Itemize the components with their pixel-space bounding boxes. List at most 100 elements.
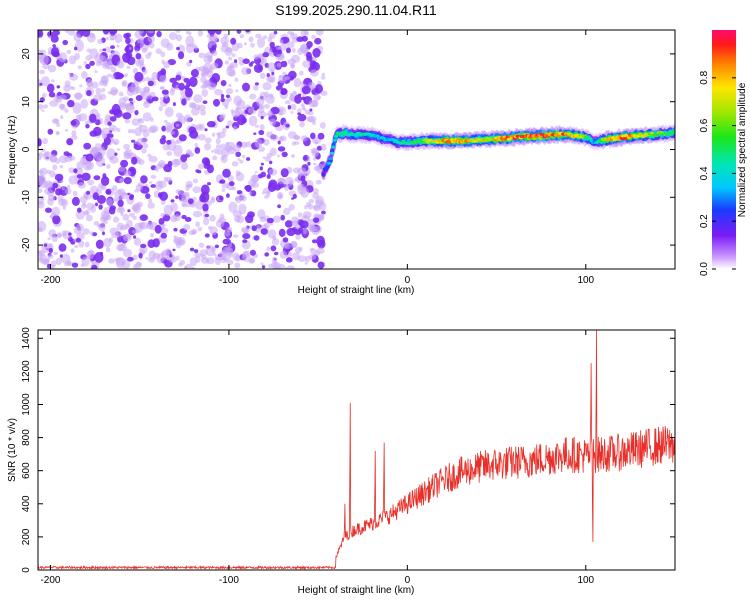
noise-blob [249,190,257,197]
noise-blob [67,99,75,108]
noise-blob [242,82,250,92]
noise-blob [202,100,208,104]
noise-blob [257,53,264,59]
noise-blob [239,159,244,164]
noise-blob [108,237,114,243]
noise-blob [266,174,271,179]
noise-blob [178,262,184,267]
noise-blob [51,206,61,217]
noise-blob [101,134,107,139]
y-tick-label: 400 [21,495,32,512]
noise-blob [225,94,231,99]
noise-blob [175,195,179,199]
noise-blob [172,102,176,107]
noise-blob [241,67,251,75]
noise-blob [245,30,251,33]
noise-blob [259,166,263,171]
noise-blob [262,52,270,58]
noise-blob [290,103,297,111]
noise-blob [236,114,246,126]
noise-blob [319,122,326,129]
noise-blob [277,146,286,152]
noise-blob [163,119,168,124]
noise-blob [123,96,129,102]
noise-blob [271,256,278,264]
noise-blob [68,55,77,65]
noise-blob [182,203,187,208]
noise-blob [55,130,60,136]
noise-blob [234,197,239,201]
noise-blob [138,252,143,259]
noise-blob [186,149,192,156]
noise-blob [227,120,233,127]
noise-blob [161,125,167,132]
noise-blob [139,221,149,230]
noise-blob [185,30,190,35]
noise-blob [55,96,63,103]
noise-blob [207,55,213,63]
noise-blob [231,110,241,118]
noise-blob [283,207,291,215]
noise-blob [269,147,277,156]
noise-blob [209,214,216,222]
noise-blob [43,151,50,158]
noise-blob [194,147,201,154]
noise-blob [317,96,321,99]
noise-blob [224,60,229,65]
noise-blob [241,141,247,149]
noise-blob [254,124,259,128]
noise-blob [97,195,106,204]
noise-blob [41,76,50,87]
noise-blob [122,213,130,221]
noise-blob [251,225,257,232]
noise-blob [158,106,163,112]
noise-blob [149,125,159,133]
noise-blob [66,184,71,189]
noise-blob [290,63,296,69]
noise-blob [139,214,148,222]
noise-blob [109,116,117,122]
noise-blob [304,261,308,265]
noise-blob [304,205,308,210]
noise-blob [292,47,296,53]
noise-blob [250,174,259,183]
noise-blob [285,123,290,128]
noise-blob [181,214,187,220]
noise-blob [225,141,230,146]
noise-blob [304,156,308,161]
noise-blob [221,147,230,158]
noise-blob [59,165,64,169]
noise-blob [110,66,117,73]
noise-blob [141,148,147,154]
noise-blob [302,60,311,68]
noise-blob [260,228,268,235]
noise-blob [306,41,313,48]
noise-blob [281,151,288,158]
noise-blob [166,42,174,51]
noise-blob [286,265,296,269]
noise-blob [77,207,82,213]
noise-blob [145,76,150,82]
noise-blob [89,60,95,66]
noise-blob [220,97,225,103]
noise-blob [175,30,181,33]
x-tick-label: -100 [219,575,239,586]
noise-blob [77,65,83,70]
noise-blob [135,184,143,191]
noise-blob [158,218,165,225]
noise-blob [282,71,287,76]
noise-blob [279,39,284,44]
noise-blob [138,124,143,128]
noise-blob [112,216,120,223]
noise-blob [132,215,137,220]
noise-blob [291,220,299,227]
noise-blob [124,223,130,230]
noise-blob [134,30,143,39]
noise-blob [60,103,66,111]
noise-blob [211,149,214,153]
ridge-cell [339,132,345,136]
noise-blob [85,214,93,222]
noise-blob [291,54,301,64]
noise-blob [191,230,196,235]
